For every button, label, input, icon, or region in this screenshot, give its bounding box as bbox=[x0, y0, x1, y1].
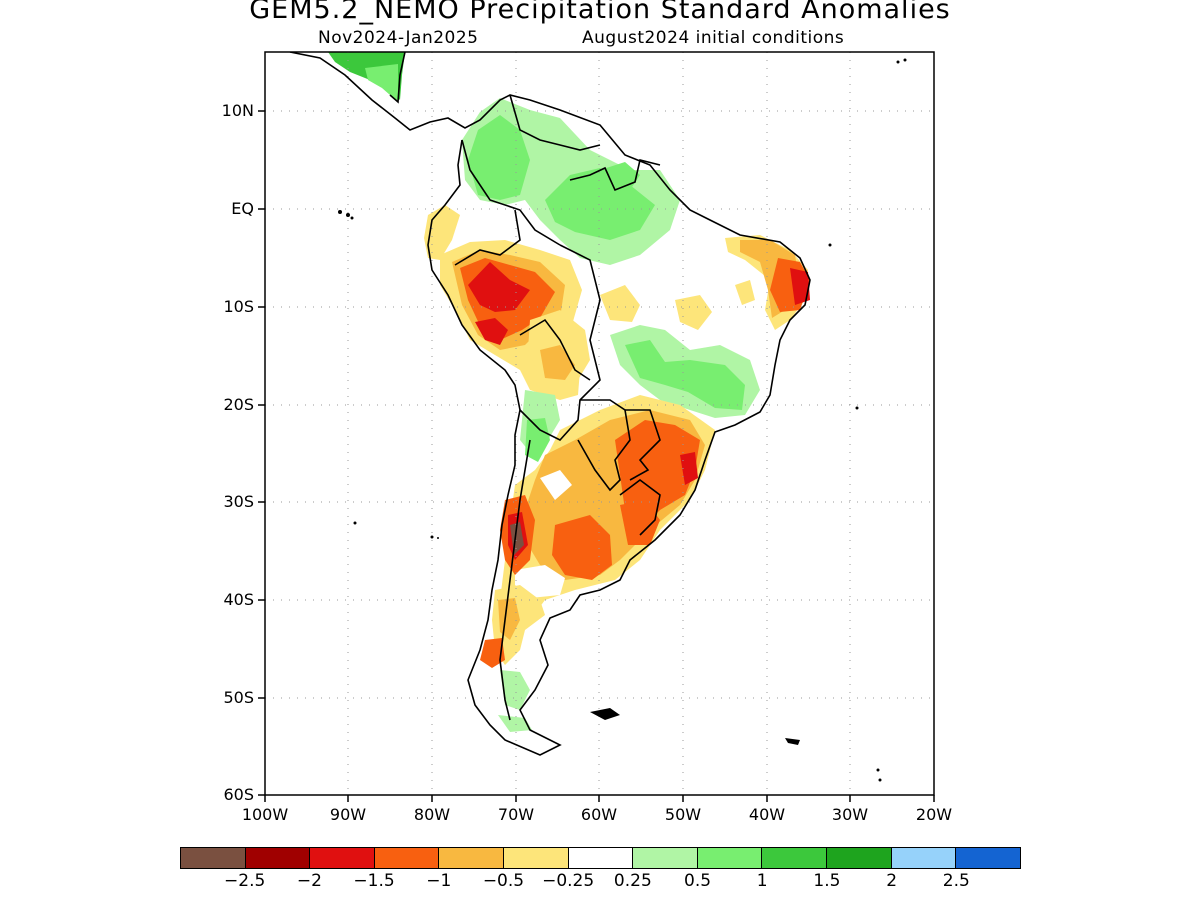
region-north-argentina-green bbox=[525, 418, 550, 462]
colorbar-tick-label: −2 bbox=[296, 871, 322, 891]
colorbar-swatch bbox=[891, 848, 957, 868]
islands bbox=[338, 58, 907, 782]
colorbar-swatch bbox=[374, 848, 440, 868]
colorbar-tick-label: 0.25 bbox=[613, 871, 652, 891]
lat-label: 60S bbox=[223, 785, 254, 804]
lon-label: 60W bbox=[580, 805, 618, 824]
map-title: GEM5.2_NEMO Precipitation Standard Anoma… bbox=[249, 0, 951, 25]
region-peru-deep bbox=[468, 262, 530, 312]
colorbar-swatch bbox=[181, 848, 246, 868]
colorbar-tick-label: −1.5 bbox=[353, 871, 395, 891]
lat-label: 10S bbox=[223, 297, 254, 316]
colorbar-swatch bbox=[504, 848, 569, 868]
colorbar-swatch bbox=[827, 848, 892, 868]
region-uruguay bbox=[620, 500, 660, 545]
colorbar-swatch bbox=[956, 848, 1020, 868]
colorbar-tick-label: 0.5 bbox=[684, 871, 712, 891]
region-central-brazil-core bbox=[625, 340, 745, 410]
lat-label: 10N bbox=[221, 101, 254, 120]
colorbar-tick-label: −1 bbox=[426, 871, 452, 891]
region-parana-deep bbox=[680, 452, 698, 485]
region-southern-chile bbox=[500, 670, 530, 710]
region-central-america-light bbox=[365, 64, 398, 102]
lon-label: 50W bbox=[664, 805, 702, 824]
lon-label: 40W bbox=[748, 805, 786, 824]
region-cordoba-white bbox=[515, 565, 565, 598]
colorbar-tick-label: 1.5 bbox=[813, 871, 841, 891]
region-pampas bbox=[552, 515, 612, 580]
lat-label: 30S bbox=[223, 492, 254, 511]
region-colombia-green bbox=[468, 115, 530, 200]
colorbar-swatch bbox=[633, 848, 698, 868]
lon-label: 80W bbox=[413, 805, 451, 824]
colorbar-swatch bbox=[568, 848, 634, 868]
lon-label: 20W bbox=[915, 805, 953, 824]
lat-label: 50S bbox=[223, 688, 254, 707]
lat-label: 20S bbox=[223, 395, 254, 414]
colorbar-tick-label: −0.25 bbox=[542, 871, 595, 891]
lon-label: 90W bbox=[329, 805, 367, 824]
axis-ticks bbox=[258, 110, 935, 802]
lat-label: EQ bbox=[231, 199, 254, 218]
colorbar bbox=[180, 847, 1021, 869]
colorbar-tick-label: −2.5 bbox=[224, 871, 266, 891]
coastlines bbox=[289, 52, 811, 756]
colorbar-swatch bbox=[439, 848, 505, 868]
colorbar-swatch bbox=[762, 848, 828, 868]
region-peru-south bbox=[475, 318, 508, 345]
colorbar-tick-label: −0.5 bbox=[482, 871, 525, 891]
colorbar-swatch bbox=[245, 848, 311, 868]
lon-label: 30W bbox=[831, 805, 869, 824]
region-interior-yellow-a bbox=[600, 285, 640, 322]
region-tierra-del-fuego bbox=[498, 715, 532, 732]
region-interior-yellow-c bbox=[735, 280, 755, 305]
initial-conditions: August2024 initial conditions bbox=[582, 28, 845, 48]
colorbar-tick-label: 2.5 bbox=[942, 871, 970, 891]
lon-label: 100W bbox=[241, 805, 289, 824]
region-patagonia-orange bbox=[480, 638, 505, 668]
region-interior-yellow-b bbox=[675, 295, 712, 330]
colorbar-tick-label: 2 bbox=[886, 871, 898, 891]
colorbar-swatch bbox=[697, 848, 763, 868]
anomaly-fields bbox=[328, 52, 810, 732]
region-guiana-green bbox=[600, 162, 640, 190]
colorbar-swatch bbox=[310, 848, 375, 868]
region-northeast-brazil-deep bbox=[790, 268, 810, 305]
lon-label: 70W bbox=[497, 805, 535, 824]
forecast-period: Nov2024-Jan2025 bbox=[318, 28, 479, 48]
colorbar-tick-label: 1 bbox=[756, 871, 768, 891]
region-chaco-white bbox=[540, 470, 572, 500]
lat-label: 40S bbox=[223, 590, 254, 609]
